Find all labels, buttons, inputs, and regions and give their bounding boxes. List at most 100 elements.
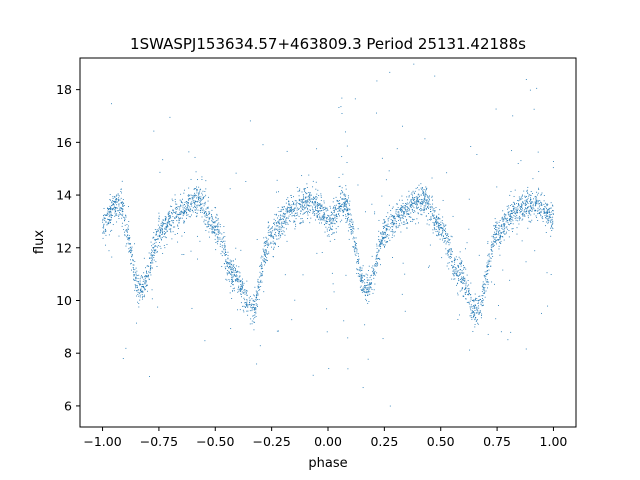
data-point xyxy=(341,190,343,192)
data-point xyxy=(490,250,492,252)
data-point xyxy=(492,243,494,245)
data-point xyxy=(472,316,474,318)
data-point xyxy=(335,204,337,206)
data-point xyxy=(319,210,321,212)
data-point xyxy=(114,201,116,203)
data-point xyxy=(532,206,534,208)
data-point xyxy=(496,243,497,245)
data-point xyxy=(510,216,512,218)
data-point xyxy=(259,281,261,283)
data-point xyxy=(183,220,185,222)
data-point xyxy=(199,190,201,192)
data-point xyxy=(337,207,339,209)
data-point xyxy=(543,210,545,212)
data-point xyxy=(395,212,397,214)
data-point xyxy=(374,264,375,266)
data-point xyxy=(139,289,141,291)
data-point xyxy=(326,230,328,232)
data-point xyxy=(111,103,113,105)
data-point xyxy=(524,195,526,197)
data-point xyxy=(174,217,176,219)
data-point xyxy=(367,287,369,289)
data-point xyxy=(535,204,537,206)
data-point xyxy=(326,220,327,222)
data-point xyxy=(514,218,516,219)
data-point xyxy=(293,211,295,212)
data-point xyxy=(282,225,284,227)
data-point xyxy=(338,107,340,108)
data-point xyxy=(391,222,393,223)
data-point xyxy=(229,263,231,265)
data-point xyxy=(460,260,462,262)
data-point xyxy=(509,215,511,217)
data-point xyxy=(376,263,378,265)
data-point xyxy=(260,275,262,277)
data-point xyxy=(180,202,182,203)
data-point xyxy=(283,216,285,218)
data-point xyxy=(446,236,448,238)
data-point xyxy=(256,292,258,294)
data-point xyxy=(366,291,367,293)
data-point xyxy=(242,292,244,294)
data-point xyxy=(124,231,125,233)
data-point xyxy=(370,287,372,289)
x-tick-label: −0.25 xyxy=(252,434,290,449)
data-point xyxy=(122,213,124,215)
data-point xyxy=(375,258,377,260)
data-point xyxy=(133,271,134,273)
data-point xyxy=(312,209,314,211)
data-point xyxy=(312,186,314,188)
data-point xyxy=(108,213,110,215)
data-point xyxy=(201,199,203,201)
data-point xyxy=(107,223,109,225)
data-point xyxy=(171,198,173,200)
data-point xyxy=(146,271,147,273)
data-point xyxy=(310,198,312,200)
data-point xyxy=(243,292,245,294)
data-point xyxy=(388,229,390,231)
data-point xyxy=(357,269,359,271)
data-point xyxy=(540,194,542,196)
data-point xyxy=(326,221,327,223)
data-point xyxy=(151,289,153,291)
data-point xyxy=(214,225,216,227)
data-point xyxy=(372,273,374,275)
data-point xyxy=(282,222,284,224)
data-point xyxy=(222,241,223,243)
data-point xyxy=(420,200,422,202)
data-point xyxy=(227,272,229,274)
data-point xyxy=(463,272,465,274)
data-point xyxy=(534,250,536,252)
data-point xyxy=(221,240,223,242)
data-point xyxy=(126,231,128,233)
data-point xyxy=(338,206,340,208)
data-point xyxy=(361,276,363,278)
data-point xyxy=(540,214,541,216)
data-point xyxy=(442,222,444,224)
data-point xyxy=(167,222,169,224)
data-point xyxy=(361,291,363,293)
data-point xyxy=(278,233,280,235)
data-point xyxy=(418,206,419,208)
data-point xyxy=(439,225,441,227)
data-point xyxy=(364,286,366,288)
data-point xyxy=(344,204,346,206)
data-point xyxy=(102,237,104,239)
data-point xyxy=(278,233,280,234)
data-point xyxy=(206,214,208,216)
data-point xyxy=(472,306,474,307)
data-point xyxy=(517,208,519,210)
data-point xyxy=(515,211,517,213)
data-point xyxy=(529,202,531,204)
data-point xyxy=(321,222,322,224)
data-point xyxy=(524,204,526,206)
data-point xyxy=(318,217,320,219)
data-point xyxy=(458,314,460,316)
data-point xyxy=(535,196,537,198)
data-point xyxy=(187,202,189,203)
data-point xyxy=(406,206,408,208)
data-point xyxy=(481,313,483,315)
data-point xyxy=(550,235,552,237)
data-point xyxy=(196,201,198,203)
data-point xyxy=(171,225,172,227)
